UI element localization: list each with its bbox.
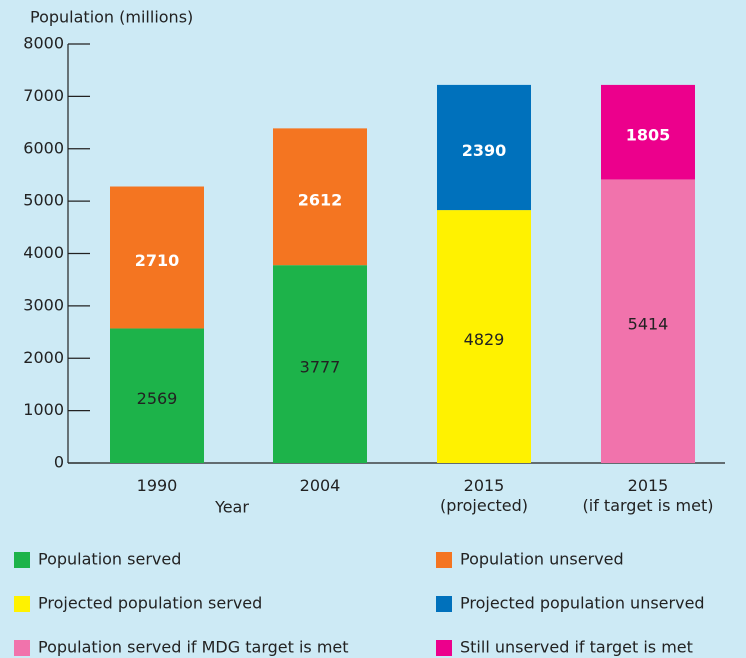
legend-label: Population served if MDG target is met — [38, 638, 349, 657]
y-tick-label: 1000 — [23, 400, 64, 419]
legend-label: Projected population served — [38, 594, 262, 613]
x-axis-title: Year — [214, 498, 249, 517]
legend-label: Population unserved — [460, 550, 624, 569]
bar-segment — [437, 84, 531, 211]
x-tick-label: 1990 — [136, 476, 178, 495]
bar-segment — [110, 328, 204, 463]
x-tick-label: 2015 (projected) — [439, 476, 528, 515]
x-tick-label: 2004 — [299, 476, 341, 495]
data-label: 4829 — [464, 330, 505, 349]
y-tick-label: 2000 — [23, 348, 64, 367]
bar-segment — [273, 265, 367, 463]
data-label: 2390 — [462, 141, 507, 160]
legend-swatch — [14, 640, 30, 656]
y-tick-label: 5000 — [23, 191, 64, 210]
y-tick-label: 8000 — [23, 34, 64, 53]
y-tick-label: 0 — [54, 453, 64, 472]
data-label: 2710 — [135, 251, 180, 270]
bar-segment — [601, 179, 695, 463]
legend-swatch — [436, 596, 452, 612]
legend-label: Still unserved if target is met — [460, 638, 693, 657]
bar-segment — [437, 210, 531, 463]
data-label: 2612 — [298, 190, 343, 209]
bar-segment — [273, 128, 367, 266]
data-label: 5414 — [628, 315, 669, 334]
y-tick-label: 4000 — [23, 243, 64, 262]
legend-swatch — [436, 640, 452, 656]
y-tick-label: 3000 — [23, 295, 64, 314]
bar-segment — [601, 84, 695, 180]
legend-swatch — [14, 552, 30, 568]
y-axis-title: Population (millions) — [30, 8, 193, 27]
data-label: 1805 — [626, 126, 671, 145]
data-label: 2569 — [137, 389, 178, 408]
y-tick-label: 6000 — [23, 138, 64, 157]
legend-swatch — [436, 552, 452, 568]
data-label: 3777 — [300, 358, 341, 377]
x-tick-label: 2015 (if target is met) — [582, 476, 714, 515]
y-tick-label: 7000 — [23, 86, 64, 105]
legend-label: Population served — [38, 550, 181, 569]
legend-label: Projected population unserved — [460, 594, 705, 613]
bar-segment — [110, 186, 204, 329]
legend-swatch — [14, 596, 30, 612]
